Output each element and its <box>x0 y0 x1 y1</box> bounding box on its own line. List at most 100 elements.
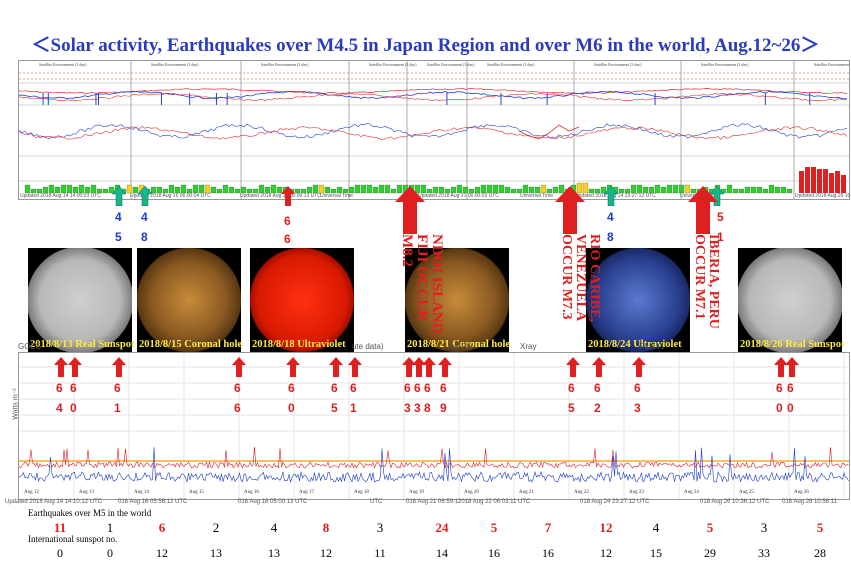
xray-date-tick: Aug 15 <box>189 490 204 495</box>
kp-bar <box>414 184 421 194</box>
kp-bar <box>600 186 607 194</box>
kp-bar <box>84 186 91 194</box>
kp-bar <box>648 186 655 194</box>
segment-header: Satellite Environment (3 day) <box>701 62 749 67</box>
green-arrow-magnitude-a: 4 <box>141 210 148 224</box>
kp-bar <box>588 188 595 194</box>
satellite-environment-panel: Satellite Environment (3 day) Satellite E… <box>18 60 851 200</box>
kp-bar <box>102 188 109 194</box>
quake-magnitude-a: 6 <box>594 381 601 395</box>
earthquake-count: 1 <box>106 520 114 535</box>
kp-bar-storm <box>823 169 828 193</box>
kp-bar <box>252 188 259 194</box>
quake-arrow-icon <box>774 357 788 377</box>
kp-bar <box>522 184 529 194</box>
sun-image: 2018/8/21 Coronal hole <box>405 248 511 352</box>
quake-magnitude-b: 1 <box>350 401 357 415</box>
quake-magnitude-a: 6 <box>234 381 241 395</box>
quake-magnitude-a: 6 <box>440 381 447 395</box>
kp-bar-storm <box>811 167 816 193</box>
sun-image: 2018/8/18 Ultraviolet <box>250 248 354 352</box>
kp-bar <box>78 184 85 194</box>
segment-header: Satellite Environment (3 day) <box>369 62 417 67</box>
panel-footer-text: Updated 2018 Aug 26 10:00:03 UTC <box>795 193 851 199</box>
quake-magnitude-b: 6 <box>234 401 241 415</box>
kp-bar <box>54 186 61 194</box>
quake-magnitude-a: 6 <box>114 381 121 395</box>
sunspot-number: 11 <box>374 546 386 560</box>
quake-magnitude-b: 0 <box>288 401 295 415</box>
quake-magnitude-b: 0 <box>70 401 77 415</box>
xray-flux-chart: Aug 12 Aug 13 Aug 14 Aug 15 Aug 16 Aug 17 Aug … <box>18 353 849 499</box>
kp-bar <box>756 186 763 194</box>
kp-bar <box>666 184 673 194</box>
xray-footer-text: Updated 2018 Aug 14 14:10:12 UTC <box>5 499 103 505</box>
kp-bar <box>222 184 229 194</box>
quake-arrow-icon <box>329 357 343 377</box>
green-arrow-magnitude-a: 4 <box>115 210 122 224</box>
kp-bar <box>312 184 319 194</box>
big-event-label: NDOI ISLAND, FIJI OCCUR M8.2 <box>399 234 445 338</box>
kp-bar <box>372 186 379 194</box>
xray-date-tick: Aug 25 <box>739 490 754 495</box>
quake-magnitude-a: 6 <box>56 381 63 395</box>
xray-footer-text: UTC <box>370 499 383 505</box>
data-curve <box>18 88 848 94</box>
sunspot-number: 12 <box>156 546 168 560</box>
panel-footer-text: Updated 2018 Aug 24 23:27:12 UTC <box>575 193 656 199</box>
kp-bar <box>642 186 649 194</box>
sunspot-number: 13 <box>210 546 222 560</box>
kp-bar <box>96 188 103 194</box>
kp-bar <box>654 184 661 194</box>
xray-date-tick: Aug 23 <box>629 490 644 495</box>
xray-date-tick: Aug 12 <box>24 490 39 495</box>
sunspot-number: 0 <box>107 546 113 560</box>
sun-image-caption: 2018/8/13 Real Sunspot <box>30 339 135 350</box>
kp-bar <box>456 184 463 194</box>
kp-bar <box>180 184 187 194</box>
kp-bar <box>498 184 505 194</box>
quake-magnitude-a: 6 <box>350 381 357 395</box>
kp-bar <box>744 186 751 194</box>
panel-footer-text: Universal Time <box>520 193 554 199</box>
kp-bar <box>738 188 745 194</box>
kp-bar <box>582 182 589 194</box>
earthquake-count: 7 <box>544 520 552 535</box>
kp-bar <box>192 184 199 194</box>
panel-footer-text: Updated 2018 Aug 18 00:00:13 UTC <box>240 193 321 199</box>
kp-bar <box>258 184 265 194</box>
kp-bar <box>168 184 175 194</box>
kp-bar <box>480 184 487 194</box>
data-curve <box>18 92 848 102</box>
kp-bar-storm <box>829 173 834 193</box>
xray-date-tick: Aug 18 <box>354 490 369 495</box>
kp-bar <box>174 186 181 194</box>
kp-bar <box>360 184 367 194</box>
kp-bar <box>672 184 679 194</box>
xray-date-tick: Aug 22 <box>574 490 589 495</box>
xray-ylabel: Watts m⁻² <box>12 388 20 420</box>
xray-date-tick: Aug 16 <box>244 490 259 495</box>
sun-image-caption: 2018/8/21 Coronal hole <box>407 339 511 350</box>
kp-bar <box>636 184 643 194</box>
quake-magnitude-b: 5 <box>568 401 575 415</box>
xray-footer-text: 018 Aug 24 23:27:12 UTC <box>580 499 650 505</box>
sunspot-number: 15 <box>650 546 662 560</box>
kp-bar <box>534 186 541 194</box>
kp-bar <box>474 186 481 194</box>
sunspot-number: 12 <box>320 546 332 560</box>
kp-bar <box>366 184 373 194</box>
kp-bar <box>786 188 793 194</box>
earthquake-count: 5 <box>706 520 714 535</box>
quake-magnitude-a: 6 <box>70 381 77 395</box>
sun-image: 2018/8/15 Coronal hole <box>137 248 242 352</box>
xray-date-tick: Aug 20 <box>464 490 479 495</box>
kp-bar <box>210 186 217 194</box>
kp-bar <box>294 188 301 194</box>
quake-magnitude-b: 2 <box>594 401 601 415</box>
kp-bar <box>678 184 685 194</box>
quake-magnitude-a: 6 <box>568 381 575 395</box>
kp-bar <box>216 188 223 194</box>
kp-bar <box>72 186 79 194</box>
quake-arrow-icon <box>785 357 799 377</box>
